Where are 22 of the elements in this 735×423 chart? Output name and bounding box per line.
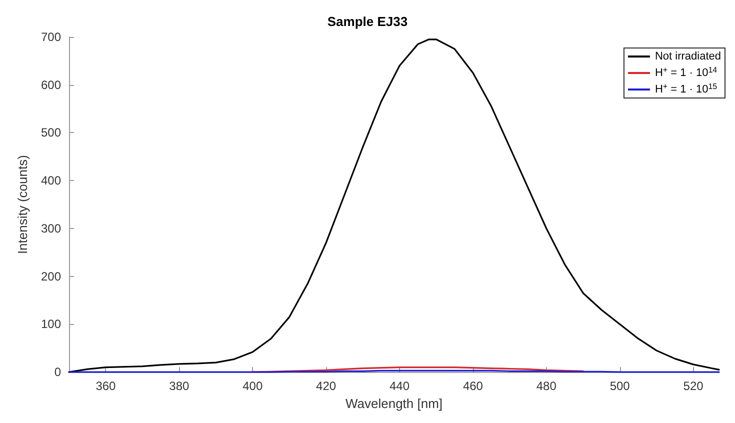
x-tick-label: 360 [96, 379, 116, 394]
y-tick-label: 600 [40, 78, 62, 92]
y-tick-label: 0 [54, 365, 62, 380]
x-tick-label: 380 [169, 379, 190, 394]
y-tick-label: 500 [40, 126, 62, 140]
x-tick-label: 520 [683, 379, 704, 394]
y-tick-label: 400 [40, 174, 62, 188]
y-tick-label: 300 [40, 221, 62, 236]
y-axis-title: Intensity (counts) [15, 155, 30, 254]
x-tick-label: 500 [610, 379, 630, 394]
chart-title: Sample EJ33 [327, 14, 408, 29]
line-series [68, 38, 720, 373]
x-axis-title: Wavelength [nm] [345, 396, 443, 411]
y-tick-label: 200 [40, 269, 62, 284]
x-tick-label: 400 [242, 379, 263, 394]
x-tick-label: 460 [462, 379, 484, 394]
y-tick-label: 700 [40, 30, 62, 44]
x-tick-label: 440 [389, 379, 410, 394]
x-tick-label: 480 [536, 379, 557, 394]
legend-label: Not irradiated [654, 50, 722, 62]
x-tick-label: 420 [316, 379, 336, 394]
y-tick-label: 100 [40, 317, 62, 332]
